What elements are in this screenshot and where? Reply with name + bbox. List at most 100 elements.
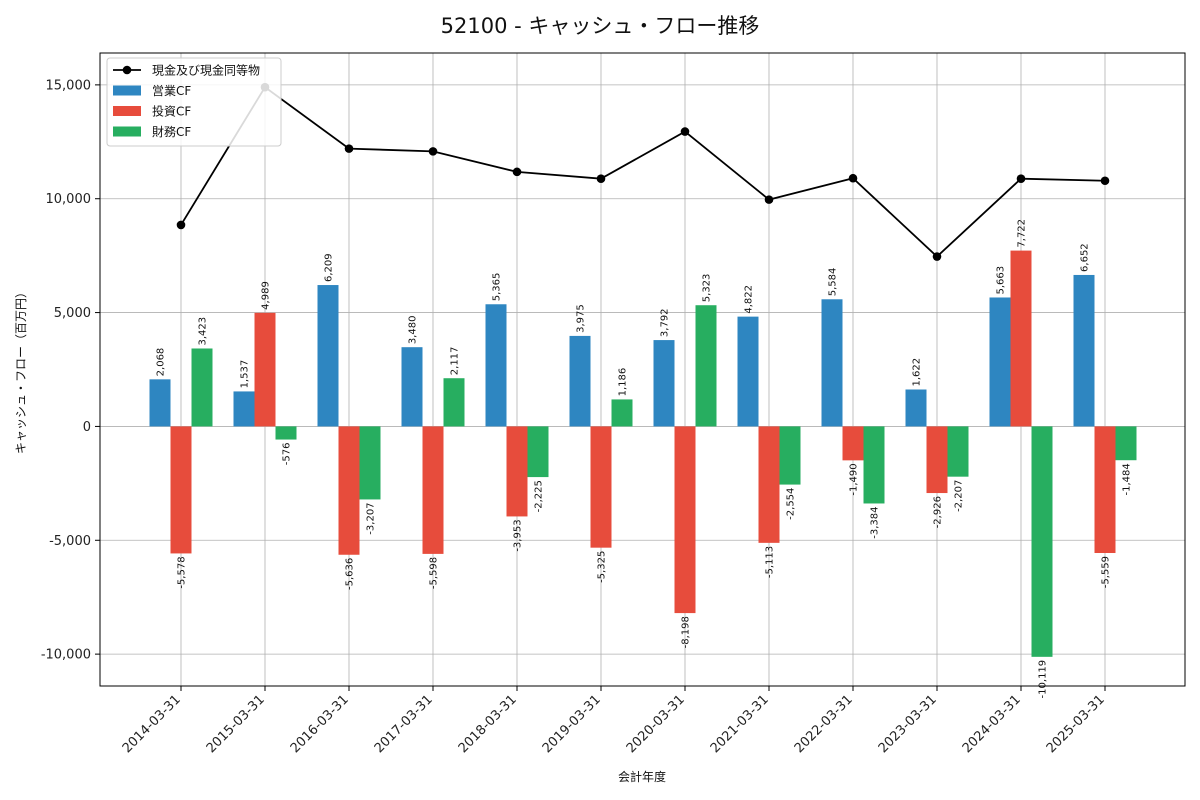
bar-data-label: 5,584 bbox=[828, 268, 839, 297]
bar-data-label: 3,423 bbox=[198, 317, 209, 346]
cash-point bbox=[176, 220, 186, 230]
legend-bar-swatch bbox=[113, 85, 141, 96]
bar-financing bbox=[1031, 426, 1053, 657]
x-tick-label: 2014-03-31 bbox=[120, 692, 184, 756]
bar-data-label: -10,119 bbox=[1038, 660, 1049, 699]
bar-financing bbox=[191, 348, 213, 427]
cash-point bbox=[1016, 174, 1026, 183]
bar-operating bbox=[485, 304, 507, 427]
bar-data-label: 4,822 bbox=[744, 285, 755, 314]
bar-data-label: 3,792 bbox=[660, 308, 671, 337]
cash-point bbox=[596, 174, 606, 183]
bar-operating bbox=[737, 316, 759, 427]
bar-data-label: -3,384 bbox=[870, 506, 881, 538]
y-tick-label: 0 bbox=[83, 420, 91, 435]
bar-data-label: -3,953 bbox=[513, 519, 524, 551]
x-tick-label: 2024-03-31 bbox=[960, 692, 1024, 756]
bar-investing bbox=[758, 426, 780, 543]
bar-financing bbox=[947, 426, 969, 477]
line-layer bbox=[176, 82, 1110, 261]
bar-data-label: -5,636 bbox=[345, 558, 356, 590]
bar-financing bbox=[1115, 426, 1137, 461]
bar-data-label: 6,209 bbox=[324, 253, 335, 282]
y-tick-label: 5,000 bbox=[54, 306, 91, 321]
bar-investing bbox=[926, 426, 948, 494]
legend-bar-swatch bbox=[113, 126, 141, 137]
bar-data-label: 5,365 bbox=[492, 273, 503, 302]
bar-data-label: 4,989 bbox=[261, 281, 272, 310]
bar-data-label: 1,537 bbox=[240, 360, 251, 389]
bar-investing bbox=[674, 426, 696, 614]
bar-data-label: 7,722 bbox=[1017, 219, 1028, 248]
cash-point bbox=[512, 167, 522, 177]
bar-operating bbox=[1073, 274, 1095, 427]
bar-layer bbox=[149, 250, 1137, 657]
bar-investing bbox=[422, 426, 444, 554]
bar-operating bbox=[821, 299, 843, 427]
bar-investing bbox=[338, 426, 360, 555]
bar-financing bbox=[527, 426, 549, 478]
x-axis-ticks: 2014-03-31 2015-03-31 2016-03-31 2017-03-31… bbox=[120, 686, 1108, 756]
bar-operating bbox=[905, 389, 927, 427]
y-tick-label: 15,000 bbox=[46, 78, 92, 93]
cash-line bbox=[180, 85, 1106, 258]
bar-operating bbox=[149, 379, 171, 427]
bar-operating bbox=[653, 340, 675, 427]
bar-data-label: -5,578 bbox=[177, 556, 188, 588]
y-axis-ticks: -10,000 -5,000 0 5,000 10,000 15,000 bbox=[41, 78, 100, 663]
x-tick-label: 2020-03-31 bbox=[624, 692, 688, 756]
bar-operating bbox=[317, 285, 339, 427]
y-axis-label: キャッシュ・フロー（百万円） bbox=[14, 286, 28, 454]
bar-data-label: -5,325 bbox=[597, 551, 608, 583]
legend-box bbox=[106, 57, 282, 147]
plot-frame bbox=[99, 52, 1186, 687]
bar-data-label: -576 bbox=[282, 443, 293, 466]
bar-financing bbox=[359, 426, 381, 500]
chart-title: 52100 - キャッシュ・フロー推移 bbox=[441, 14, 760, 38]
bar-financing bbox=[695, 305, 717, 427]
bar-financing bbox=[443, 378, 465, 427]
bar-data-label: -3,207 bbox=[366, 502, 377, 534]
bar-data-label: 2,117 bbox=[450, 347, 461, 376]
x-tick-label: 2018-03-31 bbox=[456, 692, 520, 756]
bar-data-label: -5,559 bbox=[1101, 556, 1112, 588]
cash-point bbox=[428, 147, 438, 156]
bar-data-label: 5,663 bbox=[996, 266, 1007, 295]
legend-label: 営業CF bbox=[152, 84, 191, 98]
bar-data-label: -1,490 bbox=[849, 463, 860, 495]
bar-data-label: -2,207 bbox=[954, 480, 965, 512]
bar-data-label: -5,113 bbox=[765, 546, 776, 578]
bar-financing bbox=[779, 426, 801, 485]
bar-financing bbox=[863, 426, 885, 504]
x-tick-label: 2015-03-31 bbox=[204, 692, 268, 756]
bar-data-label: 2,068 bbox=[156, 348, 167, 377]
legend-bar-swatch bbox=[113, 106, 141, 116]
bar-data-label: 3,975 bbox=[576, 304, 587, 333]
x-tick-label: 2023-03-31 bbox=[876, 692, 940, 756]
cash-point bbox=[680, 127, 690, 136]
bar-data-label: -2,926 bbox=[933, 496, 944, 528]
cash-point bbox=[1100, 176, 1110, 186]
x-tick-label: 2021-03-31 bbox=[708, 692, 772, 756]
bar-data-label: -2,225 bbox=[534, 480, 545, 512]
bar-data-label: -1,484 bbox=[1122, 463, 1133, 495]
data-label-layer: 2,068 1,537 6,209 3,480 5,365 3,975 3,792 4,822… bbox=[156, 219, 1133, 698]
legend-marker bbox=[122, 65, 132, 75]
bar-data-label: -5,598 bbox=[429, 557, 440, 589]
x-tick-label: 2025-03-31 bbox=[1044, 692, 1108, 756]
legend-label: 財務CF bbox=[152, 124, 191, 139]
x-tick-label: 2017-03-31 bbox=[372, 692, 436, 756]
cash-point bbox=[932, 252, 942, 261]
bar-operating bbox=[569, 335, 591, 427]
bar-investing bbox=[170, 426, 192, 554]
legend-label: 現金及び現金同等物 bbox=[152, 63, 260, 78]
x-tick-label: 2016-03-31 bbox=[288, 692, 352, 756]
bar-operating bbox=[401, 347, 423, 427]
bar-investing bbox=[842, 426, 864, 461]
bar-operating bbox=[233, 391, 255, 427]
bar-investing bbox=[506, 426, 528, 517]
bar-investing bbox=[1094, 426, 1116, 554]
x-tick-label: 2022-03-31 bbox=[792, 692, 856, 756]
